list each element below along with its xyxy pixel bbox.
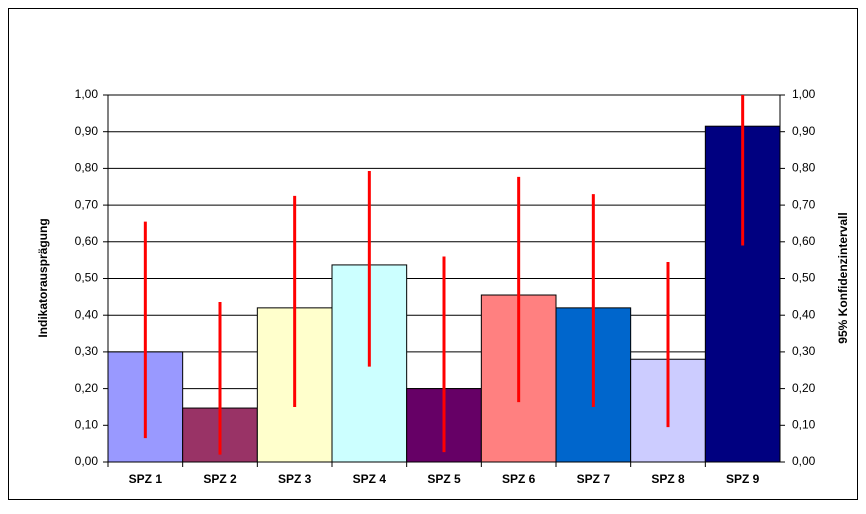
y2-tick-label: 0,10 [792, 417, 816, 431]
y-tick-label: 1,00 [75, 87, 99, 101]
y2-tick-label: 0,60 [792, 234, 816, 248]
y2-tick-label: 0,80 [792, 161, 816, 175]
y2-tick-label: 0,90 [792, 124, 816, 138]
y-tick-label: 0,10 [75, 417, 99, 431]
y-tick-label: 0,50 [75, 271, 99, 285]
x-tick-label: SPZ 5 [427, 472, 461, 486]
x-tick-label: SPZ 8 [651, 472, 685, 486]
y2-tick-label: 0,50 [792, 271, 816, 285]
y-tick-label: 0,70 [75, 197, 99, 211]
x-tick-label: SPZ 6 [502, 472, 536, 486]
x-tick-label: SPZ 4 [353, 472, 387, 486]
y2-axis-title: 95% Konfidenzintervall [836, 212, 850, 343]
y-tick-label: 0,30 [75, 344, 99, 358]
y-axis-title: Indikatorausprägung [36, 218, 50, 337]
x-tick-label: SPZ 3 [278, 472, 312, 486]
x-tick-label: SPZ 1 [129, 472, 163, 486]
y-tick-label: 0,80 [75, 161, 99, 175]
y-tick-label: 0,40 [75, 307, 99, 321]
y2-tick-label: 0,70 [792, 197, 816, 211]
y-tick-label: 0,60 [75, 234, 99, 248]
x-tick-label: SPZ 7 [577, 472, 611, 486]
y-tick-label: 0,20 [75, 381, 99, 395]
x-tick-label: SPZ 2 [203, 472, 237, 486]
y-tick-label: 0,00 [75, 454, 99, 468]
y2-tick-label: 0,00 [792, 454, 816, 468]
x-tick-label: SPZ 9 [726, 472, 760, 486]
y2-tick-label: 0,30 [792, 344, 816, 358]
y2-tick-label: 1,00 [792, 87, 816, 101]
y2-tick-label: 0,40 [792, 307, 816, 321]
y-tick-label: 0,90 [75, 124, 99, 138]
y2-tick-label: 0,20 [792, 381, 816, 395]
